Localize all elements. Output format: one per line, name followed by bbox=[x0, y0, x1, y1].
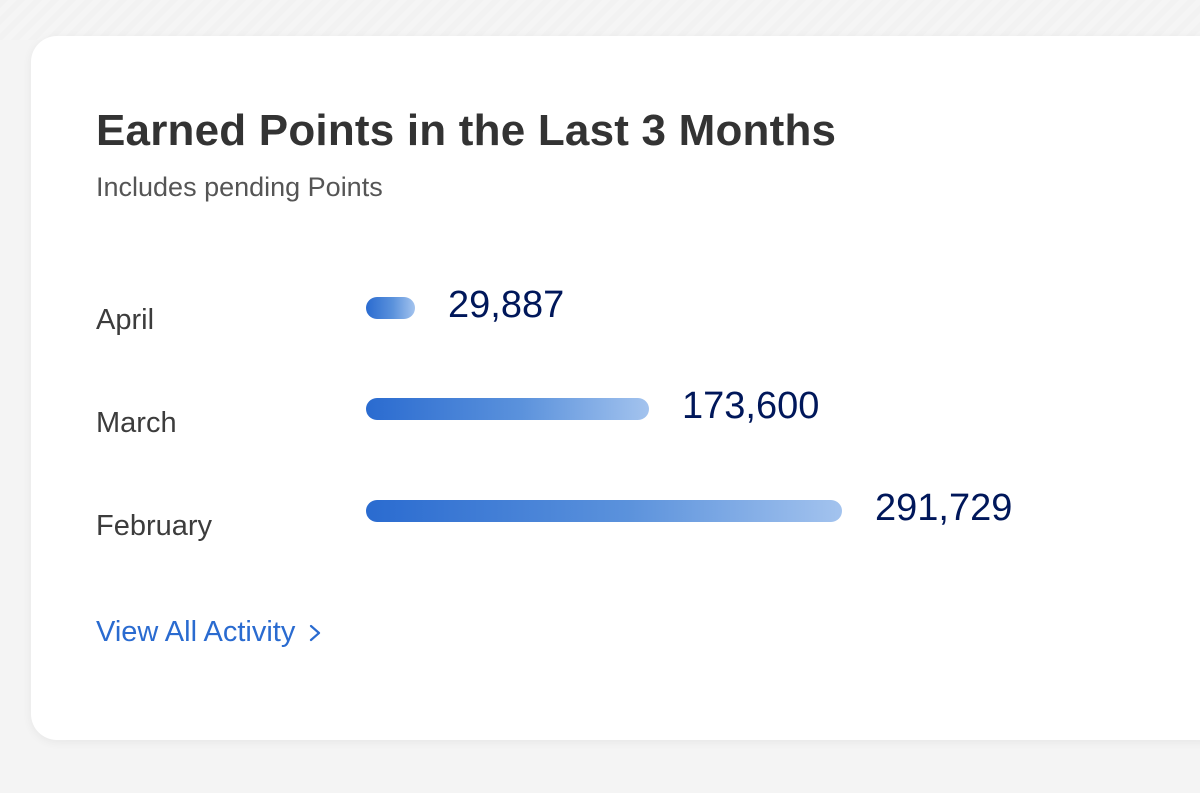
month-label-april: April bbox=[96, 304, 155, 336]
value-label-march: 173,600 bbox=[682, 385, 820, 427]
earned-points-card: Earned Points in the Last 3 Months Inclu… bbox=[31, 36, 1200, 740]
view-all-activity-label: View All Activity bbox=[96, 616, 296, 648]
month-label-february: February bbox=[96, 510, 213, 542]
bar-february bbox=[366, 500, 842, 522]
month-label-march: March bbox=[96, 407, 177, 439]
chevron-right-icon bbox=[310, 624, 321, 641]
background-pattern bbox=[0, 0, 1200, 40]
bar-april bbox=[366, 297, 415, 319]
value-label-february: 291,729 bbox=[875, 487, 1013, 529]
view-all-activity-link[interactable]: View All Activity bbox=[96, 616, 323, 649]
value-label-april: 29,887 bbox=[448, 284, 565, 326]
bar-march bbox=[366, 398, 649, 420]
card-subtitle: Includes pending Points bbox=[96, 172, 383, 202]
card-title: Earned Points in the Last 3 Months bbox=[96, 106, 837, 155]
